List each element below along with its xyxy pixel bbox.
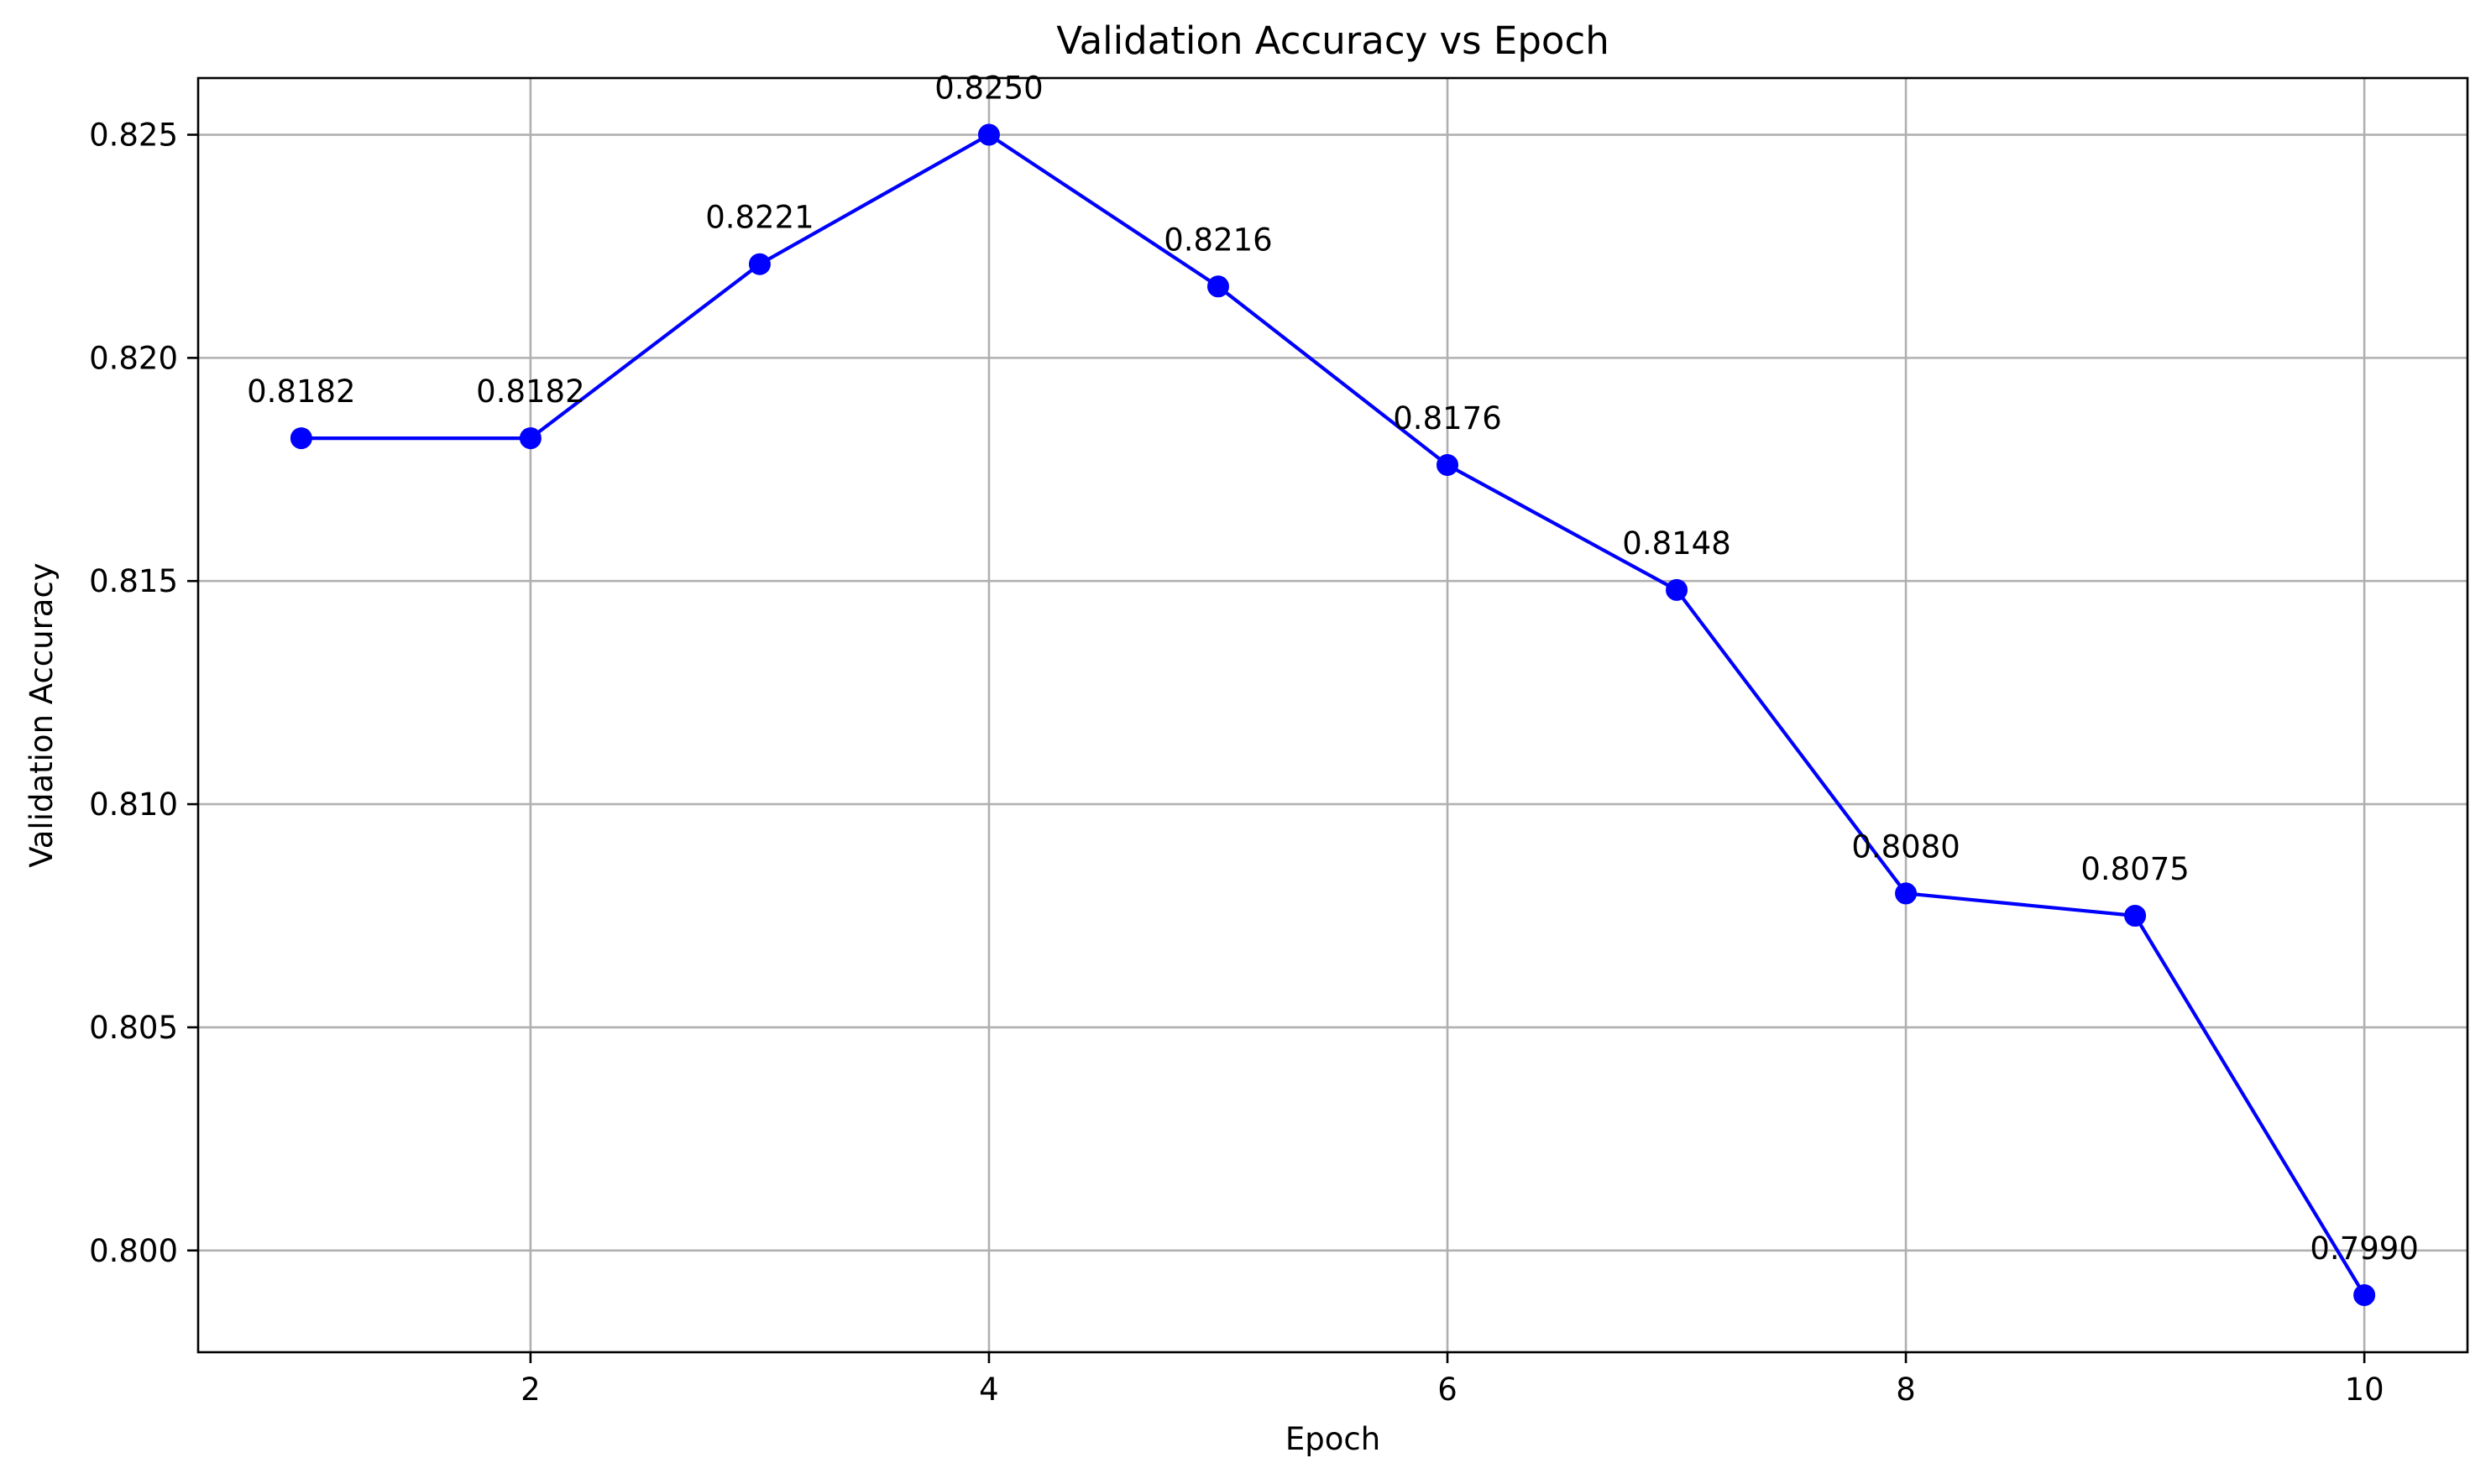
- y-tick-label: 0.815: [89, 563, 178, 599]
- data-point: [1666, 578, 1688, 601]
- y-tick-label: 0.825: [89, 118, 178, 154]
- data-point: [519, 427, 542, 450]
- y-tick-label: 0.800: [89, 1233, 178, 1269]
- y-tick-label: 0.810: [89, 786, 178, 823]
- data-label: 0.8176: [1393, 400, 1501, 436]
- y-tick-label: 0.820: [89, 340, 178, 376]
- chart-title: Validation Accuracy vs Epoch: [1056, 18, 1609, 63]
- x-tick-label: 4: [979, 1372, 999, 1408]
- data-point: [2353, 1283, 2376, 1306]
- data-point: [748, 253, 771, 275]
- data-label: 0.8080: [1851, 828, 1960, 865]
- data-label: 0.8075: [2080, 851, 2189, 887]
- y-axis-label: Validation Accuracy: [24, 562, 60, 867]
- data-point: [977, 123, 1000, 146]
- data-label: 0.8182: [247, 374, 355, 410]
- data-label: 0.8216: [1164, 222, 1272, 258]
- data-point: [290, 427, 312, 450]
- y-tick-label: 0.805: [89, 1010, 178, 1046]
- data-label: 0.8250: [934, 71, 1043, 107]
- data-point: [1206, 275, 1229, 298]
- x-tick-label: 8: [1896, 1372, 1916, 1408]
- series: [290, 123, 2376, 1306]
- axis-ticks: 2 4 6 8 10 0.800 0.805 0.810 0.815 0.820 0.825: [89, 118, 2384, 1408]
- data-point: [1895, 882, 1918, 905]
- data-label: 0.8221: [705, 200, 814, 236]
- data-label: 0.8182: [476, 374, 584, 410]
- x-axis-label: Epoch: [1285, 1421, 1380, 1457]
- x-tick-label: 2: [521, 1372, 541, 1408]
- data-label: 0.7990: [2310, 1231, 2418, 1267]
- data-point: [1437, 453, 1459, 476]
- data-label: 0.8148: [1622, 525, 1730, 562]
- data-labels: 0.8182 0.8182 0.8221 0.8250 0.8216 0.8176 0.81…: [247, 71, 2419, 1267]
- plot-frame: [196, 76, 2469, 1354]
- x-tick-label: 10: [2345, 1372, 2384, 1408]
- grid: [198, 78, 2467, 1352]
- series-line: [301, 133, 2366, 1296]
- x-tick-label: 6: [1437, 1372, 1457, 1408]
- data-point: [2124, 904, 2147, 927]
